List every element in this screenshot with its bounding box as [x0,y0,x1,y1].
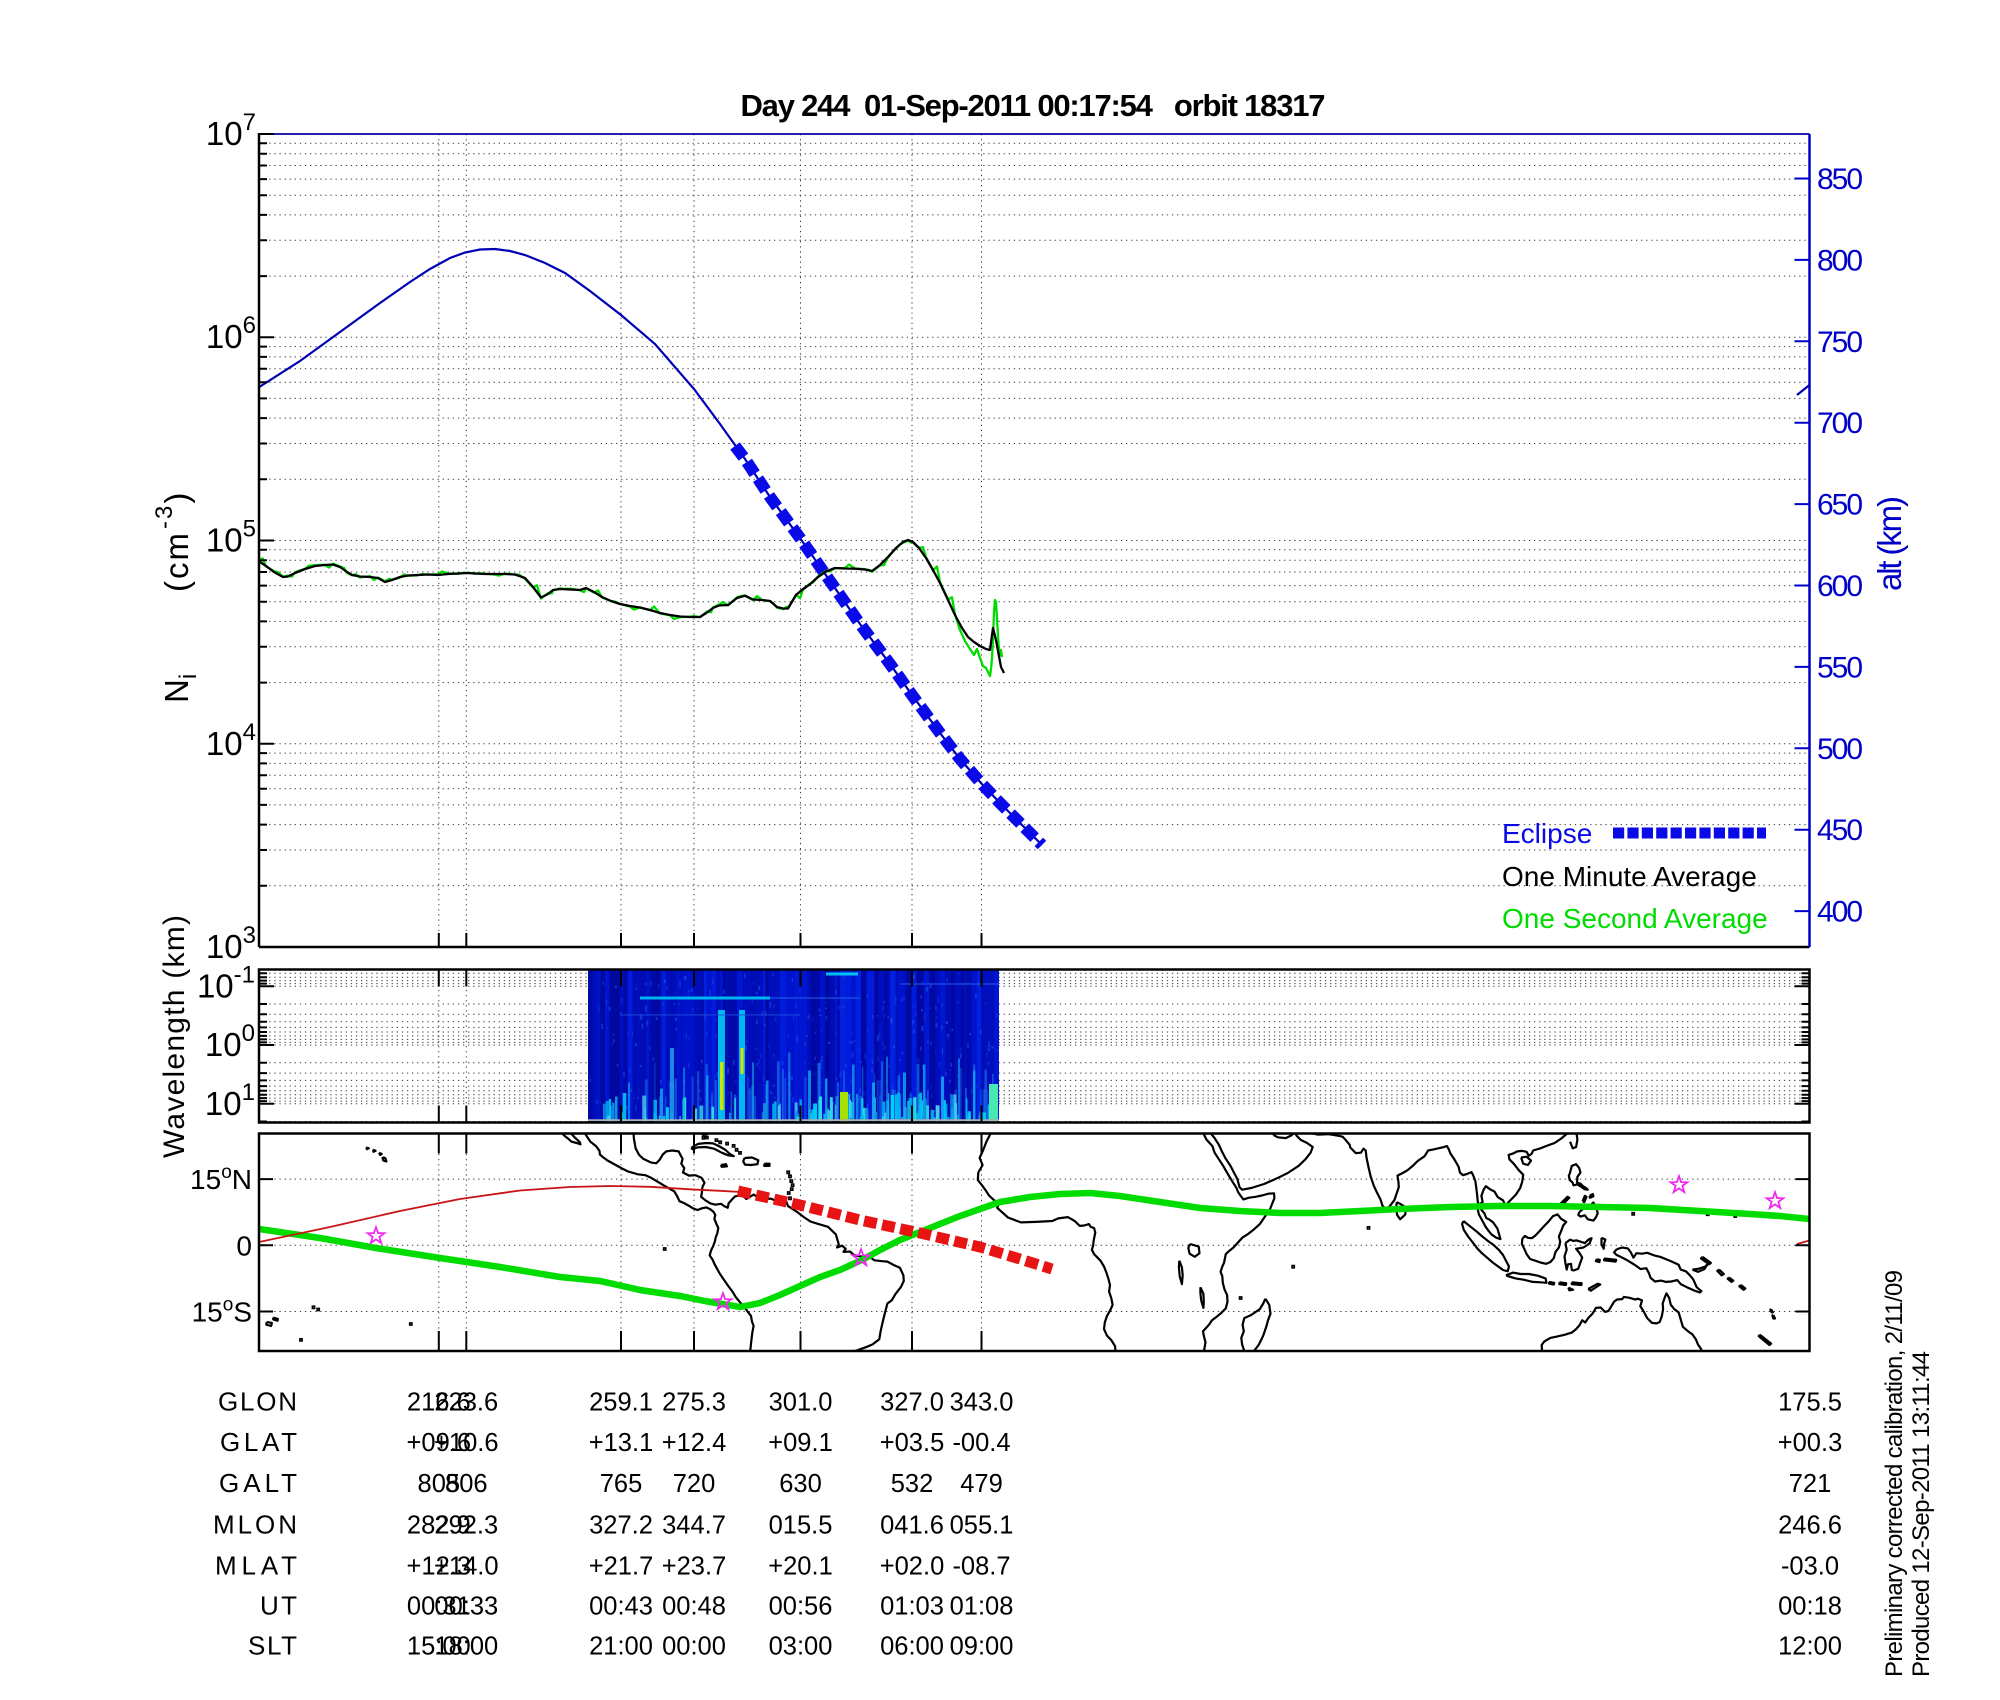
svg-text:+00.3: +00.3 [1778,1429,1843,1457]
svg-text:06:00: 06:00 [880,1633,944,1661]
svg-text:+13.1: +13.1 [589,1429,654,1457]
svg-text:09:00: 09:00 [950,1633,1014,1661]
svg-text:-03.0: -03.0 [1781,1553,1839,1581]
svg-text:10-1: 10-1 [197,961,255,1004]
svg-text:GALT: GALT [219,1468,297,1498]
svg-text:01:08: 01:08 [950,1593,1014,1621]
svg-text:106: 106 [206,312,256,355]
svg-text:216.6: 216.6 [407,1389,471,1417]
svg-text:103: 103 [206,922,256,965]
svg-text:600: 600 [1817,570,1863,603]
svg-text:+03.5: +03.5 [880,1429,945,1457]
svg-text:21:00: 21:00 [589,1633,653,1661]
svg-text:00:33: 00:33 [434,1593,498,1621]
svg-text:01:03: 01:03 [880,1593,944,1621]
svg-text:+09.1: +09.1 [768,1429,833,1457]
svg-text:Wavelength (km): Wavelength (km) [158,915,191,1158]
svg-text:SLT: SLT [248,1631,297,1661]
svg-text:630: 630 [779,1470,822,1498]
svg-text:104: 104 [206,719,256,762]
svg-text:282.9: 282.9 [407,1512,471,1540]
svg-text:246.6: 246.6 [1778,1512,1842,1540]
svg-text:700: 700 [1817,407,1863,440]
svg-text:15oN: 15oN [190,1162,252,1195]
svg-text:041.6: 041.6 [880,1512,944,1540]
svg-text:Eclipse: Eclipse [1502,818,1592,849]
svg-text:532: 532 [891,1470,934,1498]
svg-text:Produced 12-Sep-2011 13:11:44: Produced 12-Sep-2011 13:11:44 [1908,1351,1935,1677]
svg-text:750: 750 [1817,326,1863,359]
svg-text:343.0: 343.0 [950,1389,1014,1417]
svg-text:327.0: 327.0 [880,1389,944,1417]
svg-text:UT: UT [260,1591,297,1621]
svg-text:223.6: 223.6 [434,1389,498,1417]
svg-text:+23.7: +23.7 [662,1553,727,1581]
svg-text:344.7: 344.7 [662,1512,726,1540]
svg-text:00:00: 00:00 [662,1633,726,1661]
svg-text:-08.7: -08.7 [952,1553,1010,1581]
svg-text:450: 450 [1817,814,1863,847]
svg-text:+21.7: +21.7 [589,1553,654,1581]
svg-text:MLON: MLON [213,1510,297,1540]
svg-text:+20.1: +20.1 [768,1553,833,1581]
svg-text:100: 100 [205,1020,255,1063]
svg-text:720: 720 [673,1470,716,1498]
svg-text:275.3: 275.3 [662,1389,726,1417]
svg-text:107: 107 [206,109,256,152]
svg-text:+02.0: +02.0 [880,1553,945,1581]
svg-text:00:31: 00:31 [407,1593,471,1621]
svg-text:00:18: 00:18 [1778,1593,1842,1621]
svg-text:806: 806 [445,1470,488,1498]
svg-text:(cm-3): (cm-3) [151,491,195,592]
svg-text:15oS: 15oS [192,1295,252,1328]
svg-text:Day 244 01-Sep-2011 00:17:54: Day 244 01-Sep-2011 00:17:54 orbit 18317 [741,88,1326,123]
svg-text:500: 500 [1817,733,1863,766]
svg-text:+14.0: +14.0 [434,1553,499,1581]
svg-text:175.5: 175.5 [1778,1389,1842,1417]
svg-text:alt (km): alt (km) [1871,496,1908,591]
svg-text:+09.6: +09.6 [407,1429,472,1457]
svg-text:03:00: 03:00 [769,1633,833,1661]
svg-text:550: 550 [1817,651,1863,684]
svg-text:055.1: 055.1 [950,1512,1014,1540]
svg-text:Preliminary corrected calibrat: Preliminary corrected calibration, 2/11/… [1881,1270,1908,1677]
svg-text:12:00: 12:00 [1778,1633,1842,1661]
svg-text:One Second Average: One Second Average [1502,903,1768,934]
svg-text:0: 0 [236,1230,252,1261]
svg-text:00:48: 00:48 [662,1593,726,1621]
svg-text:301.0: 301.0 [769,1389,833,1417]
svg-text:805: 805 [418,1470,461,1498]
svg-text:327.2: 327.2 [589,1512,653,1540]
svg-text:00:43: 00:43 [589,1593,653,1621]
svg-text:+12.3: +12.3 [407,1553,472,1581]
svg-text:101: 101 [205,1079,255,1122]
svg-text:-00.4: -00.4 [952,1429,1010,1457]
svg-text:18:00: 18:00 [434,1633,498,1661]
svg-text:292.3: 292.3 [434,1512,498,1540]
svg-text:105: 105 [206,516,256,559]
svg-text:479: 479 [960,1470,1003,1498]
svg-text:+12.4: +12.4 [662,1429,727,1457]
svg-text:765: 765 [600,1470,643,1498]
svg-text:GLON: GLON [218,1387,297,1417]
svg-text:259.1: 259.1 [589,1389,653,1417]
svg-text:15:00: 15:00 [407,1633,471,1661]
svg-text:721: 721 [1789,1470,1832,1498]
svg-text:850: 850 [1817,163,1863,196]
svg-text:015.5: 015.5 [769,1512,833,1540]
svg-text:+10.6: +10.6 [434,1429,499,1457]
svg-text:One Minute Average: One Minute Average [1502,861,1757,892]
svg-text:400: 400 [1817,896,1863,929]
svg-text:800: 800 [1817,244,1863,277]
svg-text:00:56: 00:56 [769,1593,833,1621]
svg-text:Ni: Ni [158,674,202,703]
svg-text:650: 650 [1817,489,1863,522]
